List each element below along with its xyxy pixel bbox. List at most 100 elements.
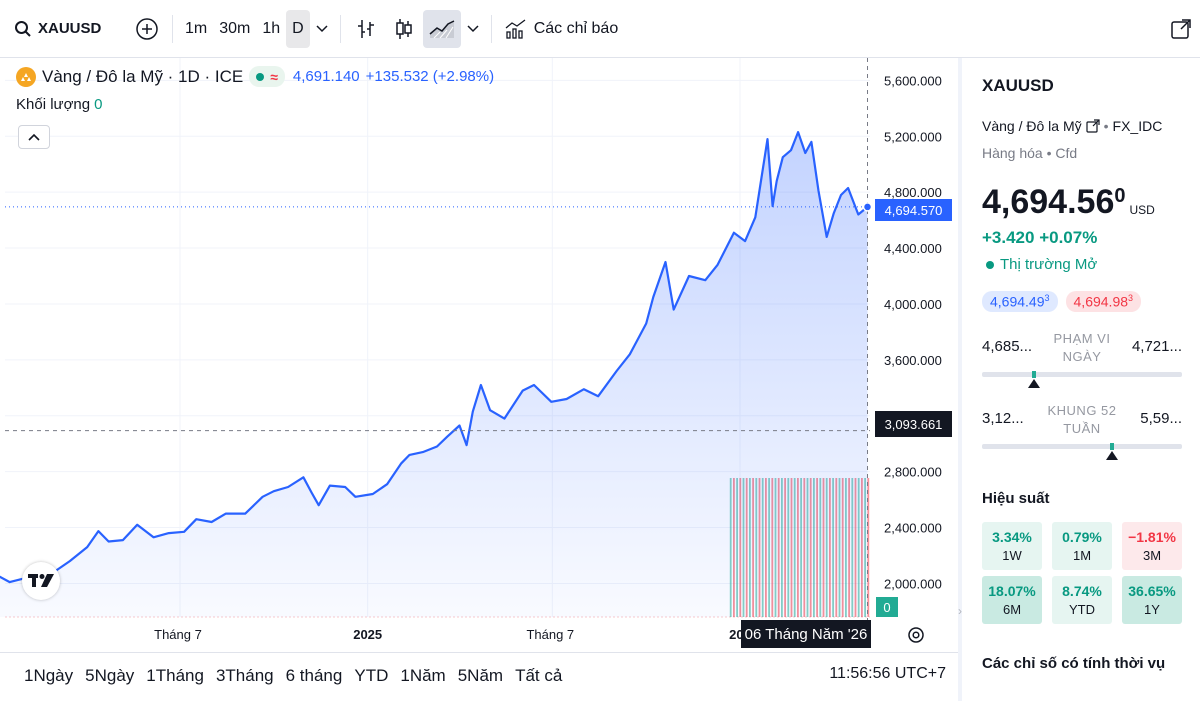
market-open-dot [986, 260, 994, 269]
chevron-right-icon: › [958, 604, 962, 618]
performance-cell-1y[interactable]: 36.65% 1Y [1122, 576, 1182, 624]
y-tick-label: 5,600.000 [884, 73, 942, 88]
panel-type: Cfd [1055, 145, 1078, 161]
tradingview-logo[interactable] [22, 562, 60, 600]
day-range-low: 4,685... [982, 338, 1033, 355]
range-1m-button[interactable]: 1Tháng [146, 665, 204, 685]
bid-price: 4,694.493 [982, 291, 1058, 312]
legend-title[interactable]: Vàng / Đô la Mỹ · 1D · ICE [42, 66, 244, 86]
panel-divider[interactable] [958, 58, 962, 701]
interval-dropdown-button[interactable] [310, 10, 334, 48]
performance-cell-1w[interactable]: 3.34% 1W [982, 522, 1042, 570]
performance-period: YTD [1069, 602, 1095, 617]
chart-settings-button[interactable] [905, 624, 927, 646]
price-chart[interactable]: 5,600.000 5,200.000 4,800.000 4,400.000 4,00… [0, 58, 958, 652]
panel-price: 4,694.56 0 USD [982, 183, 1155, 222]
market-status-pill[interactable]: ≈ [249, 66, 285, 87]
candles-chart-button[interactable] [385, 10, 423, 48]
external-link-icon[interactable] [1086, 119, 1100, 133]
y-tick-label: 4,400.000 [884, 241, 942, 256]
range-all-button[interactable]: Tất cả [515, 665, 563, 685]
range-5y-button[interactable]: 5Năm [457, 665, 504, 685]
performance-value: 36.65% [1128, 583, 1176, 599]
price-line [0, 131, 869, 584]
interval-d-button[interactable]: D [286, 9, 310, 48]
week52-range-label-2: TUẦN [1063, 421, 1101, 436]
performance-period: 1M [1072, 548, 1092, 563]
performance-value: 8.74% [1062, 583, 1102, 599]
day-range-high: 4,721... [1131, 338, 1182, 355]
week52-range-high: 5,59... [1140, 410, 1182, 427]
volume-bar [867, 478, 870, 617]
week52-range-low: 3,12... [982, 410, 1024, 427]
performance-period: 1W [1002, 548, 1022, 563]
panel-description-text[interactable]: Vàng / Đô la Mỹ [982, 118, 1082, 134]
week52-range-label: KHUNG 52 TUẦN [1038, 402, 1126, 438]
bid-ask: 4,694.493 4,694.98 3 [982, 291, 1142, 312]
symbol-search-button[interactable]: XAUUSD [10, 9, 128, 49]
performance-cell-6m[interactable]: 18.07% 6M [982, 576, 1042, 624]
indicators-button[interactable]: Các chỉ báo [498, 10, 625, 48]
current-price-tag: 4,694.570 [875, 199, 952, 221]
day-range-track [982, 371, 1182, 388]
panel-price-sup: 0 [1114, 185, 1126, 207]
range-6m-button[interactable]: 6 tháng [285, 665, 343, 685]
panel-currency: USD [1129, 203, 1155, 217]
performance-period: 6M [1002, 602, 1022, 617]
area-chart-button[interactable] [422, 9, 461, 48]
chart-pane[interactable]: 5,600.000 5,200.000 4,800.000 4,400.000 4,00… [0, 58, 958, 652]
interval-1h-button[interactable]: 1h [262, 19, 281, 37]
compare-add-button[interactable] [128, 10, 166, 48]
range-5d-button[interactable]: 5Ngày [85, 665, 135, 685]
open-external-button[interactable] [1166, 12, 1196, 46]
panel-category-text: Hàng hóa [982, 145, 1043, 161]
gear-icon [908, 627, 924, 643]
range-1y-button[interactable]: 1Năm [400, 665, 446, 685]
performance-cell-3m[interactable]: −1.81% 3M [1122, 522, 1182, 570]
day-range-label: PHẠM VI NGÀY [1038, 330, 1126, 366]
bid-sup: 3 [1044, 293, 1050, 303]
performance-cell-1m[interactable]: 0.79% 1M [1052, 522, 1112, 570]
week52-range-marker [1110, 443, 1114, 450]
y-tick-label: 2,800.000 [884, 465, 942, 480]
toolbar-divider [490, 14, 492, 43]
symbol-details-panel: XAUUSD Vàng / Đô la Mỹ • FX_IDC Hàng hóa… [962, 58, 1200, 701]
toolbar-divider [172, 14, 173, 43]
plus-circle-icon [136, 17, 158, 40]
crosshair-date-tag: 06 Tháng Năm '26 [741, 620, 871, 648]
chart-type-dropdown-button[interactable] [461, 10, 485, 48]
panel-source: FX_IDC [1112, 118, 1163, 134]
panel-symbol[interactable]: XAUUSD [982, 76, 1054, 95]
week52-range-track [982, 443, 1182, 460]
tradingview-logo-icon [28, 574, 54, 587]
timezone-clock[interactable]: 11:56:56 UTC+7 [829, 665, 946, 682]
date-range-bar: 1Ngày 5Ngày 1Tháng 3Tháng 6 tháng YTD 1N… [0, 652, 958, 698]
indicators-icon [505, 18, 526, 39]
performance-title: Hiệu suất [982, 490, 1050, 507]
range-ytd-button[interactable]: YTD [354, 665, 389, 685]
last-price-dot [862, 202, 873, 212]
range-1d-button[interactable]: 1Ngày [24, 665, 74, 685]
volume-price-tag: 0 [876, 597, 898, 617]
y-tick-label: 2,400.000 [884, 521, 942, 536]
performance-value: 3.34% [992, 529, 1032, 545]
performance-value: 0.79% [1062, 529, 1102, 545]
range-3m-button[interactable]: 3Tháng [215, 665, 274, 685]
performance-cell-ytd[interactable]: 8.74% YTD [1052, 576, 1112, 624]
collapse-legend-button[interactable] [18, 125, 50, 149]
day-range-arrow-icon [1028, 379, 1040, 388]
panel-toggle-handle[interactable]: › [958, 600, 966, 622]
candlestick-icon [395, 18, 412, 39]
volume-legend: Khối lượng 0 [16, 96, 102, 113]
interval-1m-button[interactable]: 1m [185, 19, 208, 37]
bars-chart-button[interactable] [347, 10, 385, 48]
ask-value: 4,694.98 [1073, 293, 1129, 310]
x-tick-label: Tháng 7 [154, 627, 202, 642]
day-range-marker [1032, 371, 1036, 378]
search-icon [15, 20, 31, 37]
seasonals-title[interactable]: Các chỉ số có tính thời vụ [982, 655, 1166, 672]
chart-legend: Vàng / Đô la Mỹ · 1D · ICE ≈ 4,691.140 +… [16, 66, 494, 87]
panel-change: +3.420 +0.07% [982, 228, 1098, 247]
gold-coin-icon [16, 66, 36, 87]
interval-30m-button[interactable]: 30m [219, 19, 251, 37]
